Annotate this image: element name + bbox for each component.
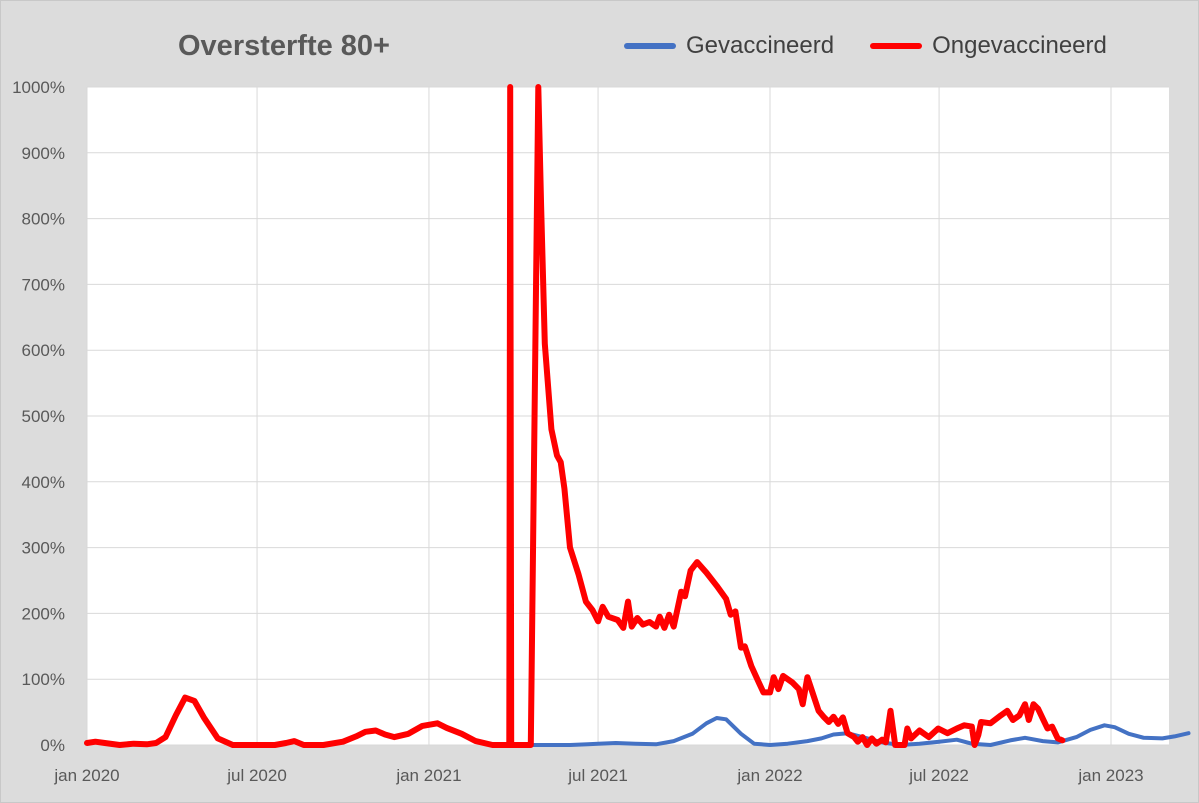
y-tick-label: 100%: [22, 670, 65, 689]
y-tick-label: 1000%: [12, 78, 65, 97]
x-tick-label: jul 2021: [567, 766, 628, 785]
chart-legend: Gevaccineerd Ongevaccineerd: [624, 32, 1107, 60]
legend-swatch-ongevaccineerd: [870, 43, 923, 49]
x-tick-label: jan 2023: [1077, 766, 1143, 785]
y-axis-ticks: 0% 100% 200% 300% 400% 500% 600% 700% 800% 900% 10…: [12, 78, 65, 755]
y-tick-label: 500%: [22, 407, 65, 426]
y-tick-label: 0%: [40, 736, 65, 755]
legend-label-ongevaccineerd: Ongevaccineerd: [932, 32, 1107, 59]
x-tick-label: jan 2021: [395, 766, 461, 785]
legend-item-ongevaccineerd: Ongevaccineerd: [870, 32, 1107, 60]
x-tick-label: jan 2022: [736, 766, 802, 785]
x-tick-label: jul 2020: [226, 766, 287, 785]
y-tick-label: 700%: [22, 275, 65, 294]
x-axis-ticks: jan 2020 jul 2020 jan 2021 jul 2021 jan 2022…: [53, 766, 1143, 785]
x-tick-label: jul 2022: [908, 766, 969, 785]
y-tick-label: 900%: [22, 144, 65, 163]
y-tick-label: 300%: [22, 539, 65, 558]
chart-title: Oversterfte 80+: [178, 30, 390, 62]
series-layer: [84, 84, 1191, 748]
legend-item-gevaccineerd: Gevaccineerd: [624, 32, 834, 60]
y-tick-label: 400%: [22, 473, 65, 492]
legend-label-gevaccineerd: Gevaccineerd: [686, 32, 835, 59]
x-tick-label: jan 2020: [53, 766, 119, 785]
series-line-ongevaccineerd: [84, 84, 1066, 748]
y-tick-label: 600%: [22, 341, 65, 360]
y-tick-label: 800%: [22, 210, 65, 229]
y-tick-label: 200%: [22, 604, 65, 623]
legend-swatch-gevaccineerd: [624, 43, 676, 49]
